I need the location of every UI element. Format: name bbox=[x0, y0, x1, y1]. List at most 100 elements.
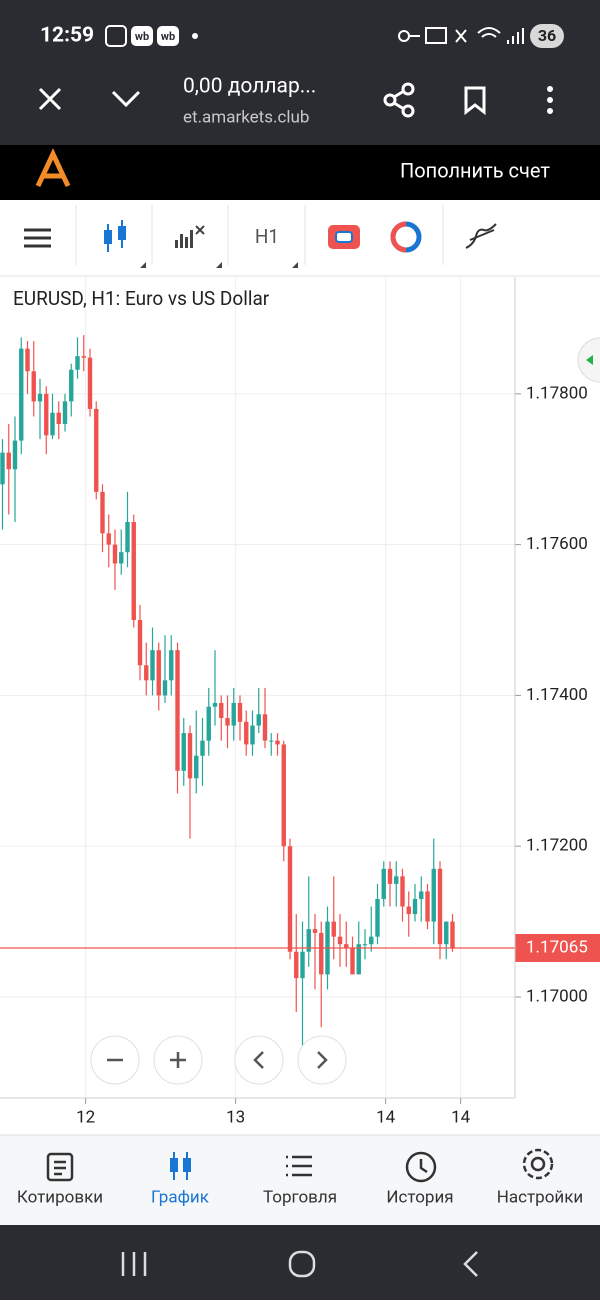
plot: 1.17000 1.17200 1.17400 1.17600 1.17800 12 13 1… bbox=[0, 277, 600, 1127]
candle-body bbox=[312, 929, 318, 933]
candle-body bbox=[262, 714, 268, 741]
candle-body bbox=[225, 718, 230, 726]
last-price-box bbox=[515, 933, 600, 962]
trade-icon bbox=[335, 231, 353, 243]
candle-body bbox=[350, 947, 355, 975]
x-tick-label: 13 bbox=[226, 1107, 245, 1127]
zoom-controls bbox=[90, 1035, 347, 1085]
chart-title: EURUSD, H1: Euro vs US Dollar bbox=[13, 287, 270, 310]
status-icon-text: wb bbox=[135, 30, 149, 43]
candle-body bbox=[412, 898, 418, 915]
nav-item[interactable]: Настройки bbox=[497, 1187, 584, 1207]
browser-chrome bbox=[0, 0, 600, 145]
candle-body bbox=[244, 721, 249, 745]
candle-body bbox=[331, 921, 336, 937]
candle-body bbox=[106, 533, 111, 545]
candle-body bbox=[231, 702, 236, 726]
candle-body bbox=[387, 868, 393, 884]
candle-body bbox=[356, 944, 361, 975]
deposit-button[interactable]: Пополнить счет bbox=[400, 158, 550, 182]
candle-body bbox=[137, 620, 143, 666]
candle-body bbox=[200, 740, 205, 756]
battery bbox=[530, 24, 564, 48]
candle-body bbox=[31, 371, 36, 402]
logo bbox=[35, 148, 71, 188]
candle-body bbox=[275, 740, 280, 745]
status-icon bbox=[157, 26, 179, 46]
scroll-left[interactable] bbox=[234, 1035, 284, 1085]
candle-body bbox=[281, 744, 286, 847]
indicators-button[interactable] bbox=[175, 225, 205, 248]
last-price-label: 1.17065 bbox=[526, 937, 588, 957]
candle-body bbox=[256, 714, 261, 726]
candle-body bbox=[119, 552, 124, 564]
candle-body bbox=[194, 755, 199, 779]
candle-body bbox=[237, 702, 243, 722]
candle-body bbox=[181, 733, 186, 771]
candle-body bbox=[131, 522, 136, 621]
candle-body bbox=[0, 452, 5, 485]
candle-body bbox=[156, 650, 161, 696]
candle-body bbox=[300, 951, 305, 979]
bottom-nav bbox=[0, 1135, 600, 1225]
nav-item[interactable]: История bbox=[386, 1187, 453, 1207]
candle-body bbox=[400, 876, 405, 907]
nav-item[interactable]: Торговля bbox=[263, 1187, 337, 1207]
candle-body bbox=[362, 944, 368, 946]
x-tick-label: 14 bbox=[451, 1107, 471, 1127]
status-time: 12:59 bbox=[40, 24, 94, 48]
candle-body bbox=[444, 921, 449, 945]
candle-body bbox=[150, 650, 155, 681]
candle-body bbox=[250, 725, 255, 745]
system-buttons[interactable] bbox=[121, 1250, 478, 1278]
system-nav bbox=[0, 1225, 600, 1300]
objects-icon bbox=[390, 221, 407, 253]
status-icons bbox=[398, 27, 524, 44]
candle-body bbox=[75, 356, 80, 370]
candle-body bbox=[212, 702, 218, 707]
candle-body bbox=[269, 740, 274, 742]
candle-body bbox=[87, 357, 93, 409]
nav-item[interactable]: Котировки bbox=[17, 1187, 103, 1207]
candle-body bbox=[287, 846, 293, 952]
y-tick-label: 1.17400 bbox=[526, 685, 588, 705]
chart-area bbox=[0, 277, 600, 1135]
scroll-right[interactable] bbox=[297, 1035, 347, 1085]
candle-body bbox=[406, 906, 411, 915]
candle-type-button[interactable] bbox=[104, 220, 126, 252]
candle-body bbox=[62, 401, 68, 425]
candle-body bbox=[294, 951, 299, 979]
draw-button[interactable] bbox=[465, 223, 497, 249]
candle-body bbox=[206, 706, 211, 741]
x-tick-label: 12 bbox=[76, 1107, 95, 1127]
dropdown-markers bbox=[140, 262, 298, 268]
candle-body bbox=[81, 356, 86, 358]
candle-body bbox=[69, 369, 74, 402]
candle-body bbox=[394, 876, 399, 884]
candle-body bbox=[144, 665, 149, 681]
candle-body bbox=[375, 898, 380, 937]
candle-body bbox=[12, 440, 18, 470]
y-tick-label: 1.17800 bbox=[526, 383, 588, 403]
x-tick-label: 14 bbox=[376, 1107, 396, 1127]
hamburger[interactable] bbox=[24, 228, 51, 248]
candle-body bbox=[419, 891, 424, 899]
bookmark-button[interactable] bbox=[464, 86, 486, 116]
collapse-button[interactable] bbox=[111, 90, 141, 108]
menu-button[interactable] bbox=[547, 86, 553, 114]
close-button[interactable] bbox=[38, 87, 62, 111]
candle-body bbox=[162, 680, 168, 696]
y-tick-label: 1.17000 bbox=[526, 986, 588, 1006]
candle-body bbox=[94, 408, 99, 492]
candle-body bbox=[44, 393, 49, 436]
candle-body bbox=[187, 733, 193, 779]
share-button[interactable] bbox=[383, 82, 415, 118]
candle-body bbox=[56, 412, 61, 425]
toolbar-separators bbox=[75, 205, 444, 265]
timeframe-button[interactable]: H1 bbox=[255, 225, 279, 248]
nav-item[interactable]: График bbox=[151, 1187, 210, 1207]
app-header bbox=[0, 145, 600, 200]
candle-body bbox=[306, 929, 311, 952]
candle-body bbox=[169, 650, 174, 681]
